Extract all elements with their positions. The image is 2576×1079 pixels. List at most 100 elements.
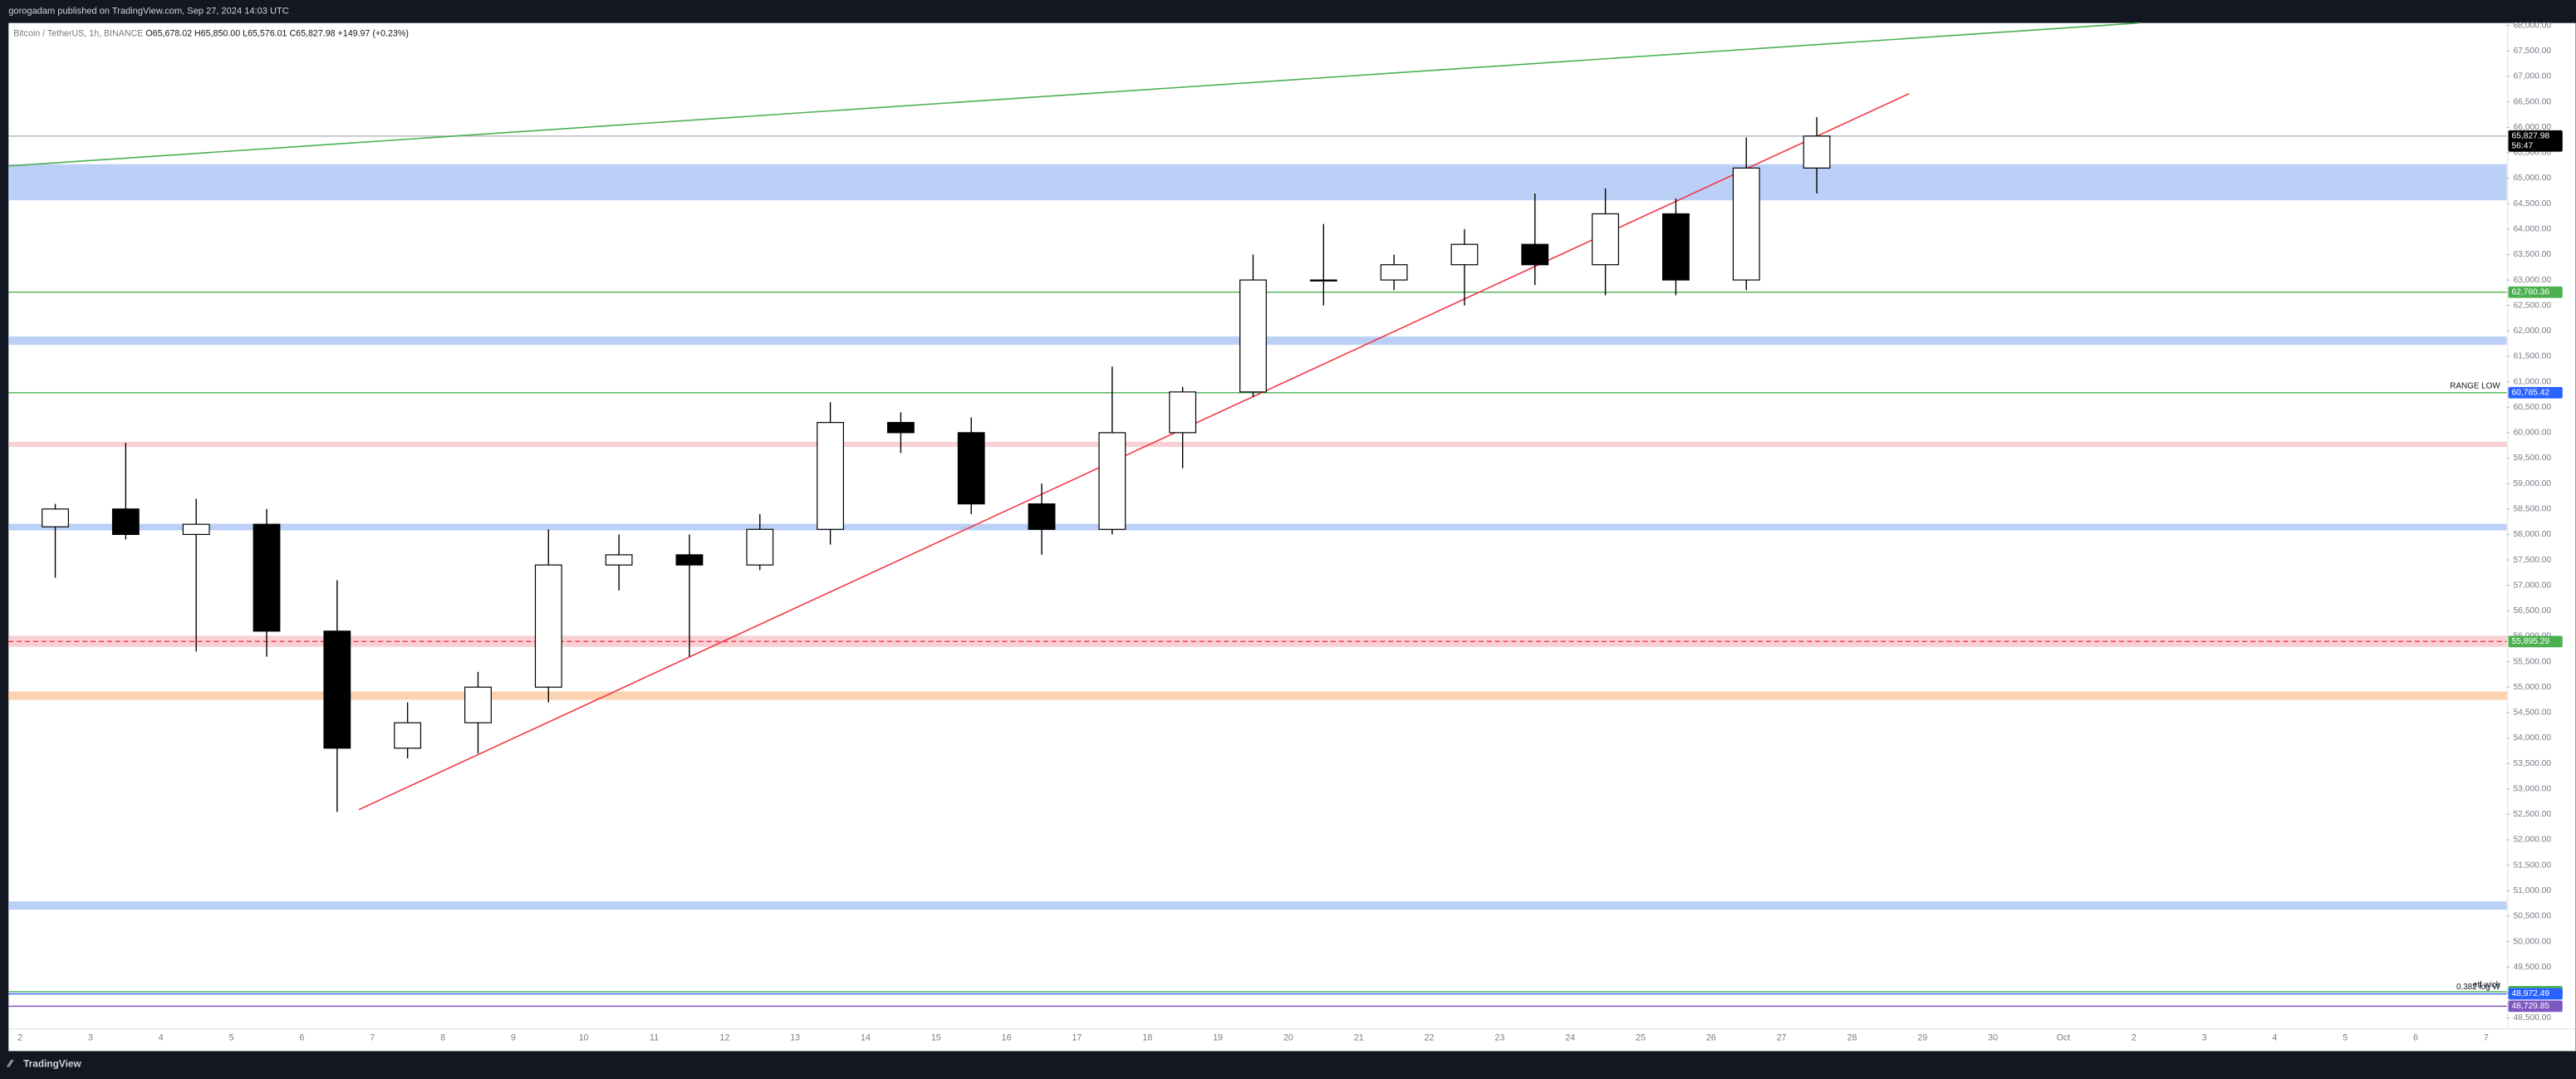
- y-tick-label: 65,500.00: [2513, 149, 2551, 158]
- y-tick-label: 55,000.00: [2513, 683, 2551, 692]
- x-tick-label: 18: [1142, 1032, 1152, 1042]
- candle-body: [605, 554, 633, 566]
- zone: [8, 441, 2507, 448]
- symbol-title: Bitcoin / TetherUS, 1h, BINANCE: [13, 28, 143, 38]
- price-tag-label: 48,729.85: [2511, 1002, 2549, 1011]
- candle-body: [817, 422, 844, 530]
- x-tick-label: 17: [1072, 1032, 1082, 1042]
- x-tick-label: 15: [931, 1032, 941, 1042]
- candle-body: [1661, 213, 1690, 281]
- x-tick-label: 16: [1002, 1032, 1012, 1042]
- x-tick-label: 8: [440, 1032, 445, 1042]
- candle-body: [534, 564, 562, 688]
- x-tick-label: Oct: [2057, 1032, 2071, 1042]
- price-tag: [2508, 286, 2563, 298]
- y-tick-label: 55,500.00: [2513, 657, 2551, 666]
- x-tick-label: 7: [370, 1032, 375, 1042]
- x-tick-label: 27: [1777, 1032, 1787, 1042]
- y-tick-label: 67,500.00: [2513, 47, 2551, 56]
- candle-body: [886, 422, 915, 434]
- x-tick-label: 21: [1354, 1032, 1364, 1042]
- countdown: 56:47: [2511, 141, 2533, 150]
- y-tick-label: 54,000.00: [2513, 733, 2551, 743]
- ohlc-key: H: [194, 28, 201, 38]
- y-tick-label: 54,500.00: [2513, 709, 2551, 718]
- y-tick-label: 56,500.00: [2513, 606, 2551, 616]
- zone: [8, 523, 2507, 531]
- candle-body: [675, 554, 704, 566]
- ohlc-key: O: [145, 28, 152, 38]
- candle-body: [1732, 167, 1760, 281]
- candle-body: [323, 630, 351, 749]
- y-tick-label: 59,000.00: [2513, 479, 2551, 488]
- candle-body: [1169, 391, 1197, 434]
- y-tick-label: 63,500.00: [2513, 250, 2551, 259]
- x-tick-label: 2: [17, 1032, 22, 1042]
- y-tick-label: 48,500.00: [2513, 1013, 2551, 1023]
- y-tick-label: 66,500.00: [2513, 97, 2551, 106]
- x-tick-label: 4: [159, 1032, 164, 1042]
- candle-body: [1450, 243, 1479, 266]
- candle-body: [746, 528, 774, 566]
- y-tick-label: 58,000.00: [2513, 530, 2551, 539]
- x-tick-label: 28: [1847, 1032, 1857, 1042]
- x-tick-label: 25: [1636, 1032, 1646, 1042]
- candle-body: [42, 508, 69, 527]
- x-tick-label: 12: [719, 1032, 729, 1042]
- y-tick-label: 60,000.00: [2513, 429, 2551, 438]
- price-tag: [2508, 130, 2563, 152]
- y-tick-label: 52,000.00: [2513, 836, 2551, 845]
- candle-body: [1239, 279, 1267, 393]
- level-name: etf wick: [2473, 981, 2500, 990]
- x-tick-label: 7: [2484, 1032, 2489, 1042]
- change: +149.97 (+0.23%): [338, 28, 409, 38]
- zone: [8, 164, 2507, 201]
- symbol-legend: Bitcoin / TetherUS, 1h, BINANCE O65,678.…: [13, 28, 409, 38]
- x-tick-label: 6: [299, 1032, 304, 1042]
- x-tick-label: 19: [1213, 1032, 1223, 1042]
- y-tick-label: 61,500.00: [2513, 352, 2551, 361]
- y-tick-label: 50,000.00: [2513, 937, 2551, 946]
- trendline: [8, 22, 2139, 167]
- y-tick-label: 61,000.00: [2513, 377, 2551, 386]
- candle-body: [394, 722, 422, 749]
- y-tick-label: 68,000.00: [2513, 21, 2551, 30]
- candle-body: [464, 686, 492, 723]
- y-tick-label: 65,000.00: [2513, 174, 2551, 183]
- x-tick-label: 26: [1706, 1032, 1716, 1042]
- y-tick-label: 57,500.00: [2513, 556, 2551, 565]
- x-tick-label: 14: [861, 1032, 871, 1042]
- candle-body: [253, 523, 281, 632]
- y-tick-label: 58,500.00: [2513, 505, 2551, 514]
- candle-body: [1803, 135, 1831, 169]
- price-tag-label: 65,827.98: [2511, 132, 2549, 141]
- x-tick-label: 24: [1565, 1032, 1575, 1042]
- x-tick-label: 30: [1988, 1032, 1998, 1042]
- x-tick-label: 11: [650, 1032, 659, 1042]
- y-tick-label: 53,000.00: [2513, 784, 2551, 793]
- price-tag-label: 60,785.42: [2511, 388, 2549, 397]
- price-tag: [2508, 386, 2563, 399]
- candle-body: [182, 523, 210, 536]
- y-tick-label: 57,000.00: [2513, 581, 2551, 590]
- y-tick-label: 60,500.00: [2513, 403, 2551, 412]
- x-tick-label: 3: [88, 1032, 93, 1042]
- y-tick-label: 62,500.00: [2513, 301, 2551, 310]
- brand: TradingView: [23, 1057, 81, 1069]
- y-tick-label: 51,000.00: [2513, 886, 2551, 895]
- ohlc-value: 65,576.01: [248, 28, 287, 38]
- candle-body: [1521, 243, 1549, 266]
- price-tag: [2508, 635, 2563, 648]
- price-tag: [2508, 1000, 2563, 1013]
- y-tick-label: 50,500.00: [2513, 912, 2551, 921]
- ohlc-key: C: [289, 28, 296, 38]
- y-tick-label: 49,500.00: [2513, 963, 2551, 972]
- candle-body: [1028, 503, 1056, 530]
- candle-body: [1309, 279, 1337, 282]
- x-tick-label: 6: [2413, 1032, 2418, 1042]
- level-name: RANGE LOW: [2450, 381, 2500, 390]
- ohlc-value: 65,827.98: [296, 28, 335, 38]
- x-tick-label: 13: [790, 1032, 800, 1042]
